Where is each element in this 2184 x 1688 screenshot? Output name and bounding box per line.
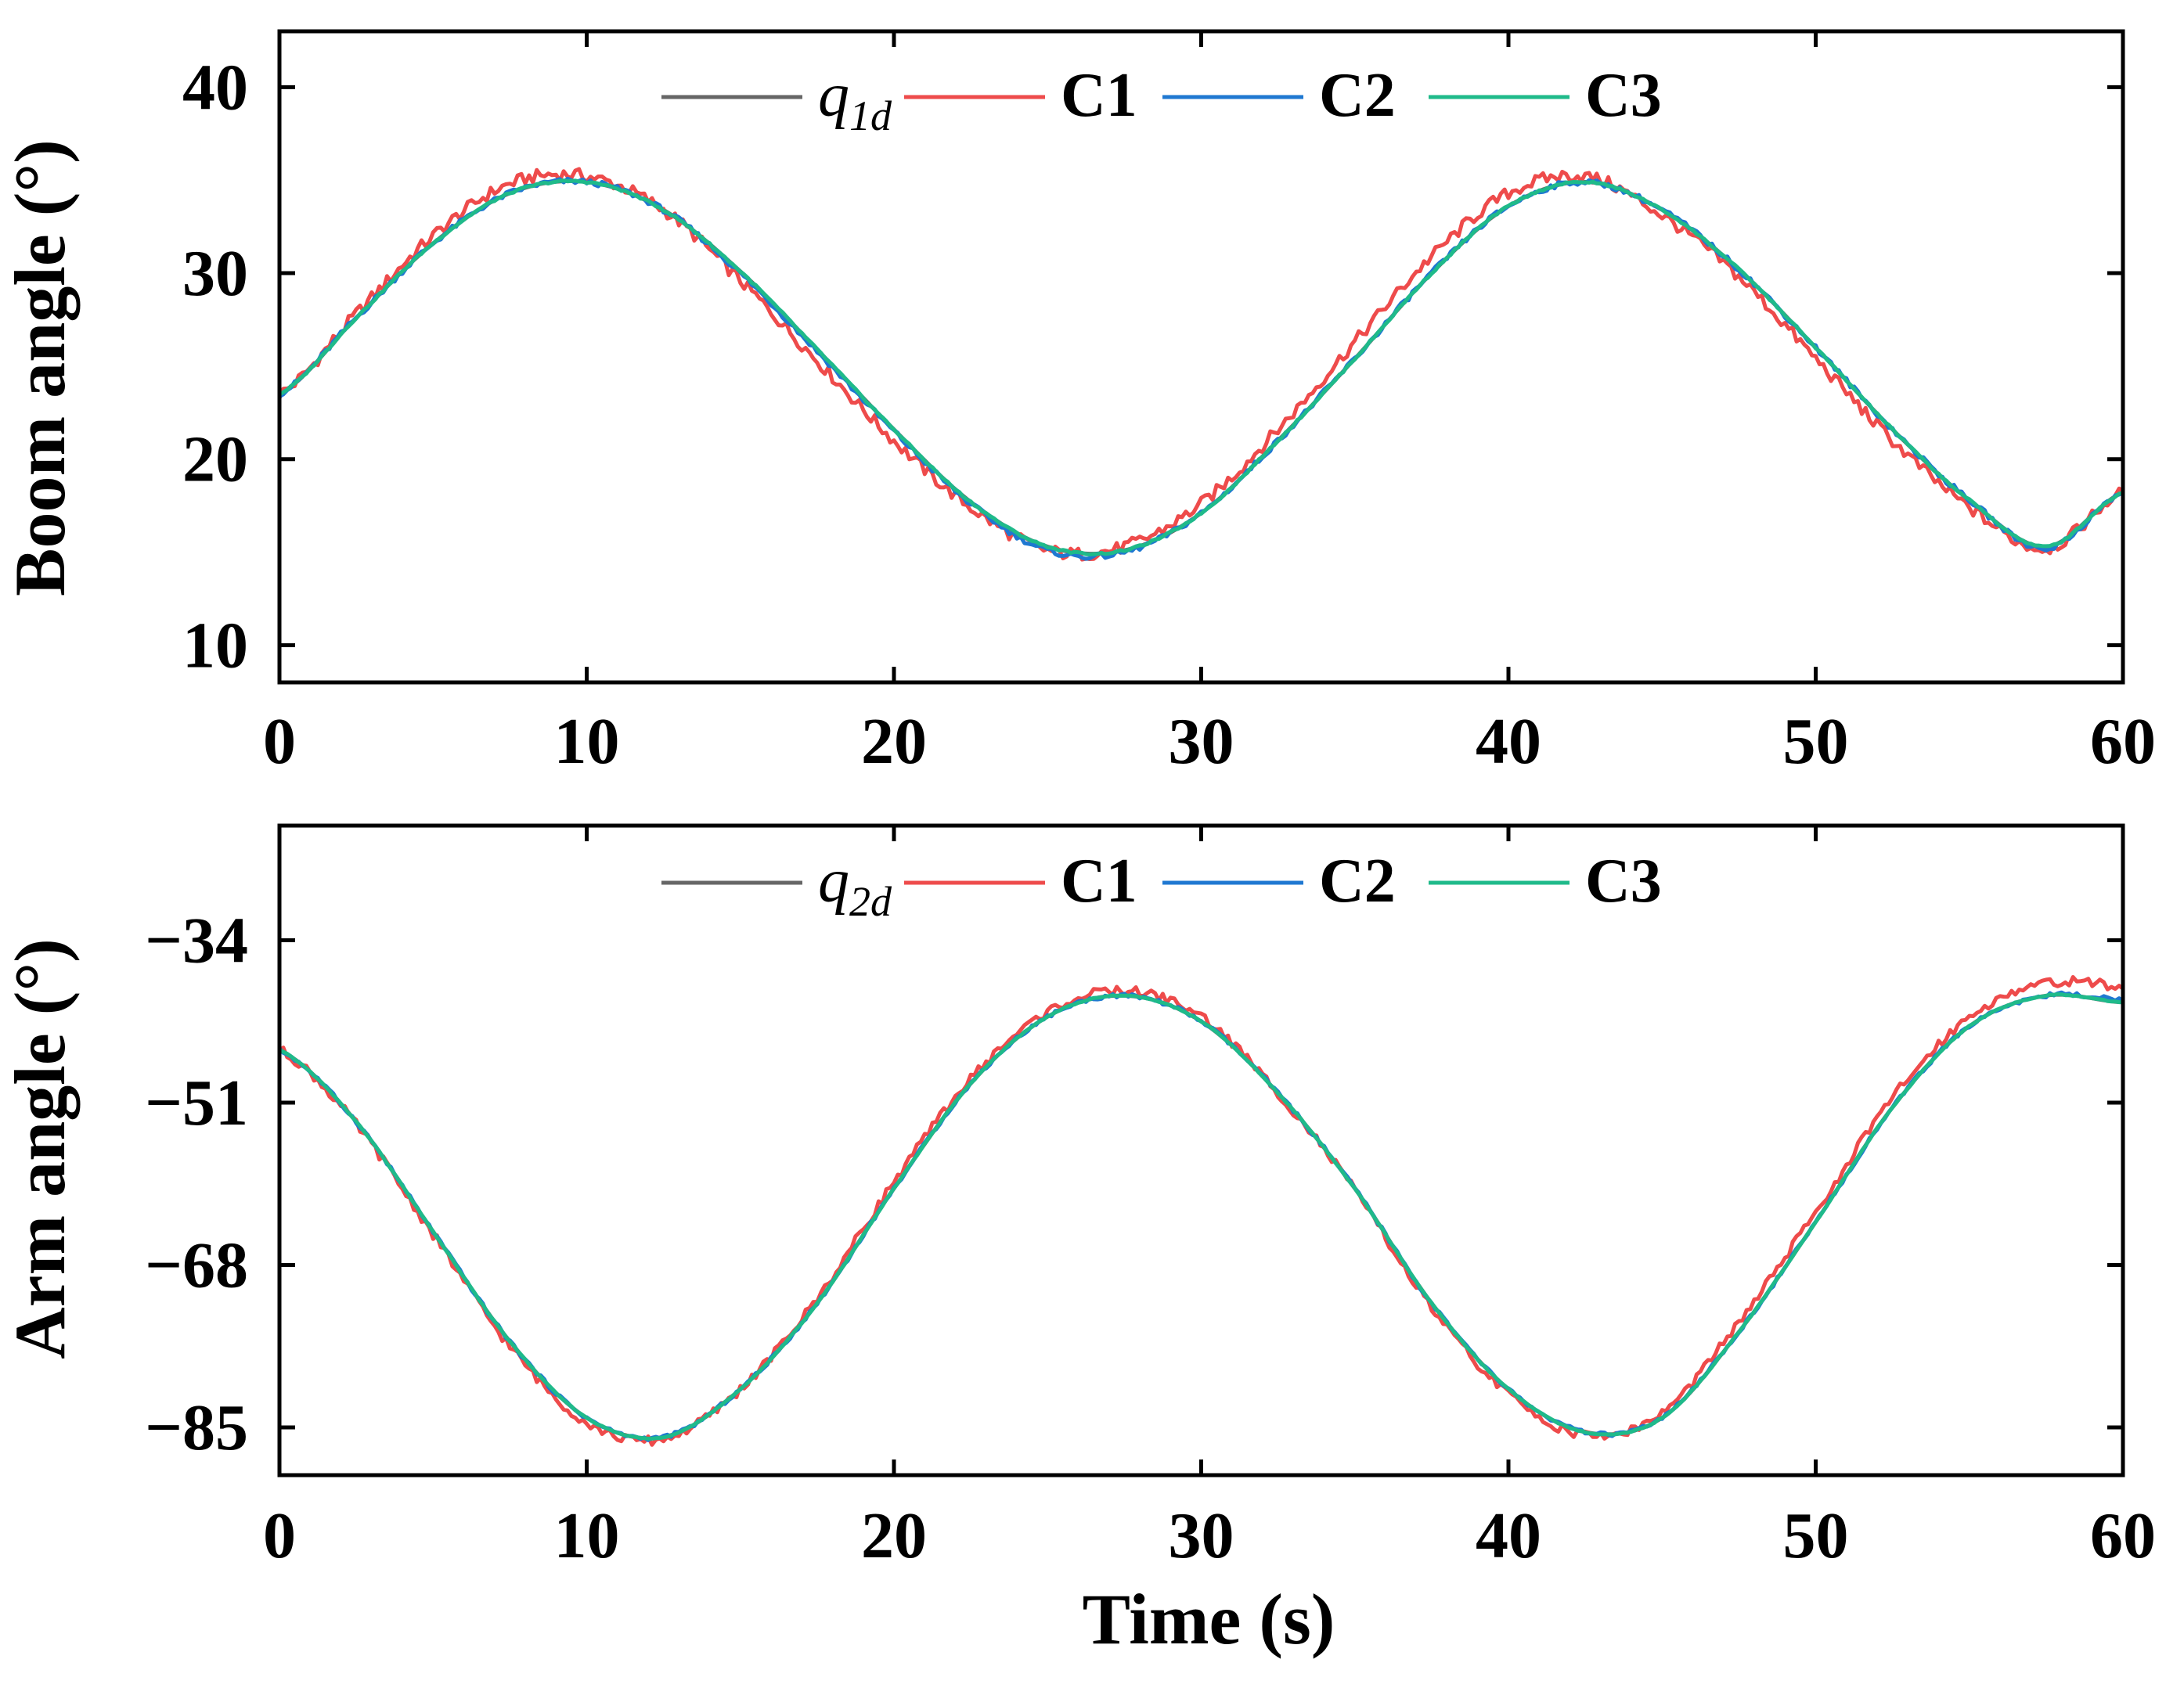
x-tick-label: 60 [2090, 1499, 2156, 1572]
legend-entry-c1: C1 [904, 61, 1137, 130]
legend-entry-q1d: q1d [661, 61, 892, 139]
y-axis-title: Boom angle (°) [0, 139, 80, 596]
legend: q2d C1 C2 C3 [661, 847, 1662, 925]
series-line-c3 [277, 992, 2125, 1441]
x-tick-label: 50 [1783, 705, 1849, 778]
y-tick-label: 20 [182, 423, 248, 496]
x-tick-label: 0 [263, 1499, 296, 1572]
y-tick-label: −68 [145, 1229, 248, 1301]
series-line-c2 [277, 990, 2125, 1442]
series-group [277, 975, 2125, 1447]
legend-entry-c1: C1 [904, 847, 1137, 916]
legend-label: C3 [1585, 847, 1662, 916]
legend-entry-q2d: q2d [661, 847, 892, 925]
legend-entry-c2: C2 [1162, 61, 1396, 130]
y-tick-label: −51 [145, 1067, 248, 1139]
y-tick-label: 40 [182, 51, 248, 124]
plot-frame [277, 29, 2125, 685]
x-tick-label: 10 [554, 705, 620, 778]
legend-label: C1 [1061, 847, 1137, 916]
y-tick-label: −34 [145, 904, 248, 977]
x-tick-label: 20 [861, 1499, 927, 1572]
legend-label: q2d [818, 847, 892, 925]
x-tick-label: 0 [263, 705, 296, 778]
x-tick-label: 20 [861, 705, 927, 778]
x-axis-title: Time (s) [1083, 1579, 1335, 1659]
x-tick-label: 50 [1783, 1499, 1849, 1572]
arm-angle-panel: Arm angle (°) Time (s) 0 10 20 30 40 50 60 −34 −… [0, 823, 2156, 1659]
legend: q1d C1 C2 C3 [661, 61, 1662, 139]
legend-entry-c3: C3 [1429, 847, 1662, 916]
series-line-c1 [277, 167, 2125, 562]
legend-entry-c2: C2 [1162, 847, 1396, 916]
x-tick-label: 30 [1169, 1499, 1234, 1572]
legend-label: q1d [818, 61, 892, 139]
y-tick-label: 30 [182, 237, 248, 310]
x-tick-label: 30 [1169, 705, 1234, 778]
legend-label: C2 [1319, 61, 1396, 130]
y-tick-label: −85 [145, 1391, 248, 1464]
series-line-c3 [277, 178, 2125, 557]
legend-entry-c3: C3 [1429, 61, 1662, 130]
plot-frame [277, 823, 2125, 1477]
y-axis-title: Arm angle (°) [0, 938, 80, 1359]
x-tick-label: 40 [1476, 705, 1541, 778]
series-line-q2d [277, 992, 2125, 1441]
legend-label: C1 [1061, 61, 1137, 130]
y-tick-label: 10 [182, 609, 248, 682]
x-tick-label: 40 [1476, 1499, 1541, 1572]
x-tick-label: 10 [554, 1499, 620, 1572]
x-tick-label: 60 [2090, 705, 2156, 778]
legend-label: C3 [1585, 61, 1662, 130]
series-group [277, 167, 2125, 562]
series-line-c1 [277, 975, 2125, 1447]
legend-label: C2 [1319, 847, 1396, 916]
